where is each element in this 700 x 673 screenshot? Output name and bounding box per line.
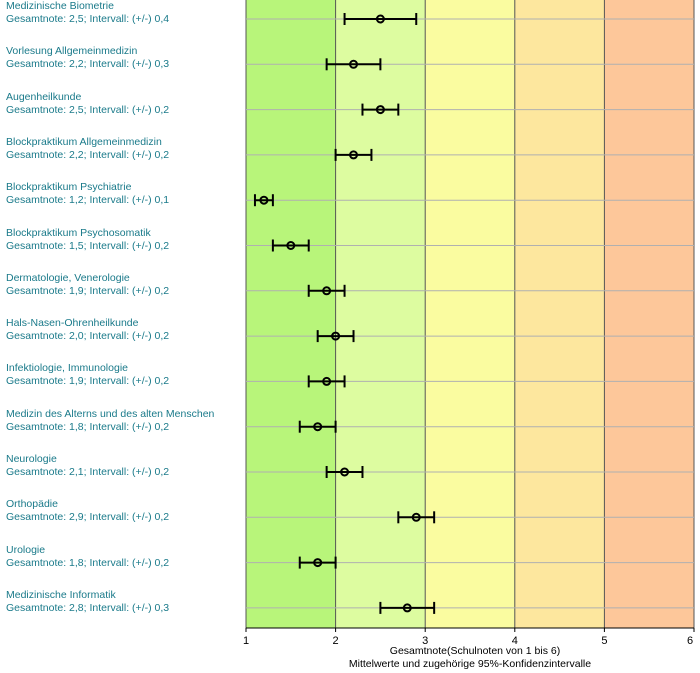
row-label-name: Medizin des Alterns und des alten Mensch… bbox=[6, 407, 215, 420]
row-label: Medizinische Informatik Gesamtnote: 2,8; … bbox=[6, 589, 169, 615]
row-label-detail: Gesamtnote: 2,5; Intervall: (+/-) 0,4 bbox=[6, 13, 170, 25]
row-label: Dermatologie, Venerologie Gesamtnote: 1,9… bbox=[6, 272, 169, 298]
mean-point bbox=[322, 376, 332, 386]
mean-point bbox=[340, 467, 350, 477]
grade-band-5 bbox=[604, 0, 694, 628]
mean-point bbox=[286, 241, 296, 250]
row-label-name: Blockpraktikum Allgemeinmedizin bbox=[6, 135, 162, 148]
row-labels: Medizinische Biometrie Gesamtnote: 2,5; I… bbox=[0, 0, 240, 640]
grade-band-4 bbox=[514, 0, 605, 628]
row-label: Vorlesung Allgemeinmedizin Gesamtnote: 2,… bbox=[6, 45, 169, 71]
x-axis-label: Gesamtnote(Schulnoten von 1 bis 6) bbox=[390, 645, 560, 657]
row-label-name: Infektiologie, Immunologie bbox=[6, 362, 128, 375]
row-label-detail: Gesamtnote: 2,2; Intervall: (+/-) 0,2 bbox=[6, 148, 170, 161]
mean-point bbox=[375, 105, 385, 115]
row-label-detail: Gesamtnote: 2,0; Intervall: (+/-) 0,2 bbox=[6, 330, 170, 343]
row-label: Blockpraktikum Allgemeinmedizin Gesamtnot… bbox=[6, 136, 169, 162]
mean-point bbox=[349, 59, 359, 69]
mean-point bbox=[411, 512, 421, 522]
row-label-detail: Gesamtnote: 1,9; Intervall: (+/-) 0,2 bbox=[6, 375, 170, 388]
row-label: Orthopädie Gesamtnote: 2,9; Intervall: (+… bbox=[6, 498, 169, 524]
grade-band-2 bbox=[335, 0, 426, 628]
row-label: Medizin des Alterns und des alten Mensch… bbox=[6, 408, 214, 434]
row-label: Augenheilkunde Gesamtnote: 2,5; Intervall… bbox=[6, 91, 169, 117]
row-label: Neurologie Gesamtnote: 2,1; Intervall: (+… bbox=[6, 453, 169, 479]
mean-point bbox=[313, 422, 323, 432]
row-label: Blockpraktikum Psychiatrie Gesamtnote: 1,… bbox=[6, 181, 169, 207]
row-label-detail: Gesamtnote: 1,8; Intervall: (+/-) 0,2 bbox=[6, 420, 170, 433]
row-label-detail: Gesamtnote: 1,8; Intervall: (+/-) 0,2 bbox=[6, 556, 170, 569]
row-label: Medizinische Biometrie Gesamtnote: 2,5; I… bbox=[6, 0, 169, 26]
row-label-name: Augenheilkunde bbox=[6, 90, 82, 103]
row-label-name: Blockpraktikum Psychosomatik bbox=[6, 226, 151, 239]
row-label-detail: Gesamtnote: 2,2; Intervall: (+/-) 0,3 bbox=[6, 58, 170, 71]
row-label: Blockpraktikum Psychosomatik Gesamtnote: … bbox=[6, 227, 169, 253]
row-label-detail: Gesamtnote: 1,2; Intervall: (+/-) 0,1 bbox=[6, 194, 170, 207]
grade-band-1 bbox=[246, 0, 336, 628]
row-label-name: Dermatologie, Venerologie bbox=[6, 271, 130, 284]
row-label-detail: Gesamtnote: 1,5; Intervall: (+/-) 0,2 bbox=[6, 239, 170, 252]
row-label-detail: Gesamtnote: 2,1; Intervall: (+/-) 0,2 bbox=[6, 466, 170, 478]
mean-point bbox=[313, 558, 323, 568]
row-label: Urologie Gesamtnote: 1,8; Intervall: (+/-… bbox=[6, 544, 169, 570]
x-tick-label: 2 bbox=[333, 635, 339, 647]
row-label-name: Medizinische Biometrie bbox=[6, 0, 114, 12]
row-label-name: Urologie bbox=[6, 543, 46, 556]
row-label-detail: Gesamtnote: 2,5; Intervall: (+/-) 0,2 bbox=[6, 103, 170, 116]
x-tick-label: 6 bbox=[687, 635, 693, 647]
mean-point bbox=[375, 14, 385, 24]
row-label: Infektiologie, Immunologie Gesamtnote: 1,… bbox=[6, 362, 169, 388]
x-tick-label: 1 bbox=[243, 635, 249, 647]
row-label-detail: Gesamtnote: 2,9; Intervall: (+/-) 0,2 bbox=[6, 511, 170, 524]
row-label: Hals-Nasen-Ohrenheilkunde Gesamtnote: 2,0… bbox=[6, 317, 169, 343]
row-label-detail: Gesamtnote: 2,8; Intervall: (+/-) 0,3 bbox=[6, 601, 170, 614]
mean-point bbox=[331, 331, 341, 341]
row-label-name: Neurologie bbox=[6, 453, 57, 465]
row-label-detail: Gesamtnote: 1,9; Intervall: (+/-) 0,2 bbox=[6, 284, 170, 297]
chart-subtitle: Mittelwerte und zugehörige 95%-Konfidenz… bbox=[349, 658, 591, 670]
x-tick-label: 4 bbox=[512, 635, 518, 647]
mean-point bbox=[349, 150, 359, 160]
row-label-name: Orthopädie bbox=[6, 498, 58, 511]
mean-point bbox=[259, 195, 269, 205]
x-tick-label: 3 bbox=[422, 635, 428, 647]
row-label-name: Blockpraktikum Psychiatrie bbox=[6, 181, 132, 194]
mean-point bbox=[322, 286, 332, 296]
x-tick-label: 5 bbox=[601, 635, 607, 647]
row-label-name: Medizinische Informatik bbox=[6, 588, 116, 601]
grade-band-3 bbox=[425, 0, 515, 628]
mean-point bbox=[402, 603, 412, 613]
row-label-name: Vorlesung Allgemeinmedizin bbox=[6, 45, 138, 58]
row-label-name: Hals-Nasen-Ohrenheilkunde bbox=[6, 317, 139, 330]
